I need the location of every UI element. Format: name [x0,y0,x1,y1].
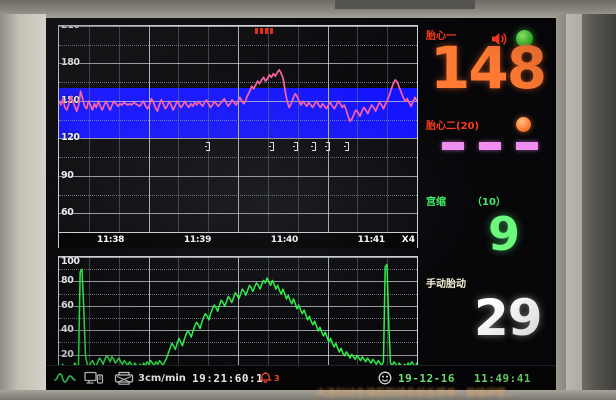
vitals-panel: 胎心一 148 胎心二(20) 宫缩 （10） 9 手动胎动 29 [424,25,550,380]
toco-y-tick: 100 [61,256,80,267]
alarm-mark [270,28,273,34]
fhr-chart[interactable]: 210 180 150 120 90 60 [58,25,418,233]
bell-icon[interactable]: 3 [258,370,280,386]
fetal-movement-marker [344,142,350,152]
time-axis-label: 11:38 [97,235,125,245]
alarm-mark [255,28,258,34]
device-left-bezel [0,14,46,400]
toco-y-tick: 60 [61,299,74,311]
monitor-screen: 210 180 150 120 90 60 X4 11:38 11:39 11:40 11:41… [46,18,556,390]
fhr-y-tick: 90 [61,169,74,181]
device-right-bezel [556,14,616,400]
toco-value: 9 [488,207,521,261]
fhr2-status-led [516,117,531,132]
fetal-movement-value: 29 [474,289,543,347]
toco-baseline-value: （10） [472,197,506,208]
toco-y-tick: 40 [61,324,74,336]
network-monitor-icon[interactable] [84,370,104,386]
fhr1-status-led [516,30,533,47]
device-bottom-bezel [0,390,616,400]
fhr1-value: 148 [430,34,547,102]
fhr2-value [442,142,538,150]
status-bar: 3cm/min 19:21:60:1 3 19-12-16 [46,365,556,390]
fetal-movement-marker [268,142,274,152]
time-axis-label: 11:40 [270,235,298,245]
alarm-mark [260,28,263,34]
time-display: 11:49:41 [474,371,531,385]
toco-y-tick: 20 [61,348,74,360]
time-axis-label: 11:41 [357,235,385,245]
elapsed-timer: 19:21:60:1 [192,371,264,385]
device-top-bezel [0,0,616,18]
printer-icon[interactable] [114,370,134,386]
date-display: 19-12-16 [398,371,455,385]
device-top-accessory [335,0,475,9]
fhr1-label: 胎心一 [426,31,456,42]
fhr-trace-line [59,69,417,123]
alarm-mark [265,28,268,34]
chart-scale-label: X4 [401,235,415,245]
fetal-movement-marker [205,142,211,152]
toco-y-tick: 80 [61,275,74,287]
smiley-icon [378,370,392,386]
paper-speed-label: 3cm/min [138,372,186,384]
fhr-y-tick: 60 [61,207,74,219]
fetal-movement-label: 手动胎动 [426,279,466,290]
fetal-movement-marker [292,142,298,152]
speaker-on-icon[interactable] [490,31,508,47]
waveform-icon[interactable] [54,370,76,386]
fhr-y-tick: 180 [61,57,80,69]
fetal-movement-marker [324,142,330,152]
toco-chart[interactable]: 100806040200 [58,256,418,380]
alarm-count: 3 [274,373,280,383]
toco-label: 宫缩 [426,197,446,208]
fetal-movement-marker [310,142,316,152]
toco-trace-line [59,263,417,372]
fhr-chart-grid [59,26,417,232]
time-axis-label: 11:39 [183,235,212,245]
fhr-y-tick: 120 [61,132,80,144]
fhr2-label: 胎心二(20) [426,121,480,132]
chart-time-axis: X4 11:38 11:39 11:40 11:41 [58,233,418,248]
fhr-y-tick: 210 [61,25,80,31]
